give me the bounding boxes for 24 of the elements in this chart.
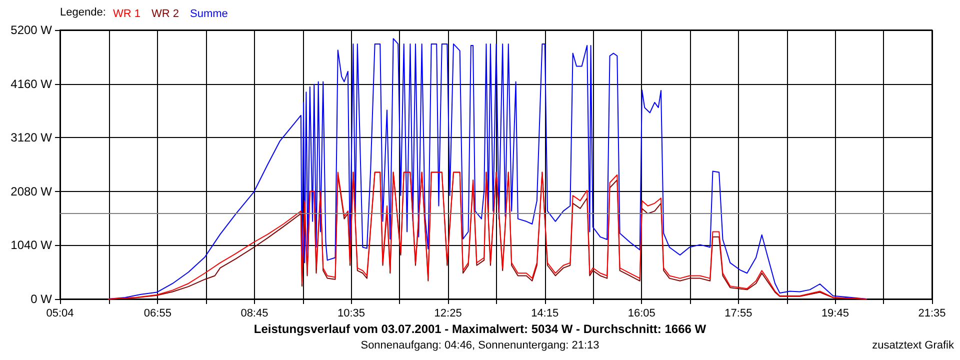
x-tick-label: 17:55: [724, 308, 752, 320]
x-tick-label: 21:35: [918, 308, 946, 320]
text: WR 2: [152, 8, 179, 20]
y-tick-label: 5200 W: [10, 23, 53, 37]
text: Summe: [190, 8, 228, 20]
text: Sonnenaufgang: 04:46, Sonnenuntergang: 21:13: [360, 340, 600, 352]
y-tick-label: 0 W: [30, 292, 53, 306]
y-tick-label: 1040 W: [10, 238, 53, 252]
y-tick-label: 2080 W: [10, 184, 53, 198]
line-series: [108, 172, 868, 300]
text: Leistungsverlauf vom 03.07.2001 - Maximalwert: 5034 W - Durchschnitt: 1666 W: [254, 322, 707, 336]
y-tick-label: 3120 W: [10, 130, 53, 145]
x-tick-label: 05:04: [46, 308, 74, 320]
y-tick-label: 4160 W: [10, 76, 53, 91]
x-tick-label: 19:45: [821, 308, 849, 320]
x-tick-label: 12:25: [434, 308, 462, 320]
x-tick-label: 16:05: [628, 308, 656, 320]
text: WR 1: [113, 8, 140, 20]
text: zusatztext Grafik: [872, 340, 954, 352]
legend-title: Legende:: [60, 6, 106, 18]
x-tick-label: 14:15: [531, 308, 559, 320]
x-tick-label: 06:55: [144, 308, 172, 320]
x-tick-label: 10:35: [337, 308, 366, 320]
x-tick-label: 08:45: [240, 308, 268, 320]
